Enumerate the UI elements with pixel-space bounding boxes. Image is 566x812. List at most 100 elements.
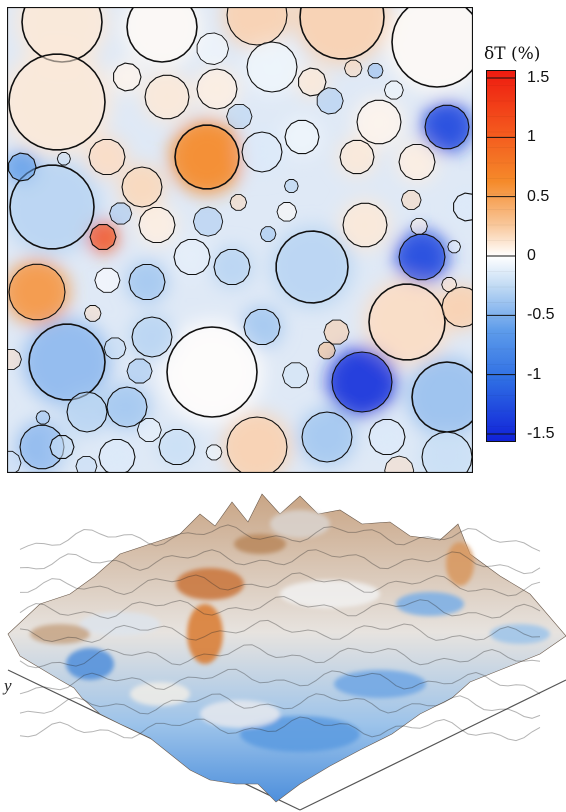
particle-outline: [356, 99, 402, 145]
particle-outline: [411, 361, 473, 433]
particle-outline: [21, 7, 103, 63]
particle-outline: [8, 53, 106, 151]
surface-axis-label: y: [4, 676, 12, 695]
particle-outline: [166, 326, 258, 418]
colorbar-title: δT (%): [484, 44, 541, 64]
particle-outline: [196, 68, 238, 110]
surface-bump: [30, 624, 90, 644]
particle-outline: [398, 143, 436, 181]
surface-ridge-line: [19, 572, 541, 597]
particle-outline: [226, 416, 288, 473]
particle-outlines: [7, 7, 473, 473]
particle-outline: [331, 351, 393, 413]
particle-outline: [66, 391, 108, 433]
surface-ridge-line: [19, 716, 541, 742]
particle-outline: [7, 450, 22, 473]
surface-bump: [490, 624, 550, 644]
particle-outline: [56, 152, 71, 166]
particle-outline: [398, 233, 446, 281]
colorbar: [486, 70, 516, 442]
surface-ridge-line: [19, 524, 541, 552]
particle-outline: [259, 226, 277, 242]
particle-outline: [196, 32, 229, 65]
particle-outline: [213, 248, 251, 286]
particle-outline: [128, 263, 166, 301]
particle-outline: [284, 179, 299, 194]
particle-outline: [126, 358, 153, 384]
particle-outline: [192, 206, 224, 237]
particle-outline: [205, 444, 223, 461]
particle-outline: [441, 286, 473, 328]
surface-bump: [240, 716, 360, 752]
particle-outline: [106, 386, 148, 428]
colorbar-frame: [486, 70, 516, 442]
particle-outline: [35, 410, 51, 425]
particle-outline: [98, 438, 136, 473]
surface-bump: [187, 604, 223, 664]
surface-ridge-line: [19, 549, 541, 575]
particle-outline: [410, 217, 428, 235]
particle-outline: [246, 41, 298, 93]
particle-outline: [367, 62, 384, 79]
particle-outline: [126, 7, 198, 63]
surface-axis-front-right: [299, 679, 566, 811]
surface-bump: [80, 612, 160, 636]
surface-bump: [234, 534, 286, 554]
particle-outline: [144, 74, 190, 120]
particle-outline: [136, 418, 162, 442]
particle-outline: [7, 348, 22, 370]
colorbar-tick-label: 1: [527, 128, 536, 146]
particle-outline: [109, 202, 133, 225]
surface-ridge-line: [19, 693, 541, 719]
colorbar-tick-label: -1: [527, 365, 542, 383]
particle-outline: [323, 319, 350, 345]
particle-outline: [368, 283, 446, 361]
particle-outline: [275, 230, 349, 304]
particle-outline: [368, 418, 406, 456]
particle-outline: [83, 305, 102, 322]
surface-bump: [270, 510, 330, 538]
particle-outline: [121, 166, 163, 208]
particle-outline: [241, 131, 283, 173]
particle-outline: [282, 362, 310, 389]
particle-outline: [447, 240, 461, 254]
particle-outline: [113, 62, 142, 92]
particle-outline: [317, 341, 336, 360]
particle-outline: [94, 267, 121, 293]
surface-ridge-line: [19, 644, 541, 669]
particle-outline: [342, 202, 388, 248]
particle-outline: [174, 124, 240, 190]
particle-outline: [103, 337, 127, 360]
surface-bump: [280, 580, 380, 608]
particle-outline: [8, 263, 66, 321]
surface-bump: [396, 592, 464, 616]
particle-outline: [173, 238, 211, 276]
particle-outline: [229, 194, 248, 211]
colorbar-tick-label: 0: [527, 247, 536, 264]
surface-bump: [200, 700, 280, 728]
surface-ridge-line: [19, 595, 541, 620]
particle-outline: [284, 119, 320, 155]
particle-outline: [158, 428, 196, 466]
particle-outline: [226, 103, 253, 130]
particle-outline: [138, 206, 176, 244]
particle-outline: [298, 67, 327, 97]
surface-bump: [176, 568, 244, 600]
surface-ridges: [19, 524, 541, 742]
particle-outline: [424, 104, 470, 150]
particle-outline: [344, 59, 363, 78]
particle-outline: [75, 455, 98, 473]
particle-outline: [391, 7, 473, 88]
surface-ridge-line: [19, 619, 541, 643]
particle-outline: [316, 87, 344, 115]
particle-outline: [131, 316, 173, 358]
particle-outline: [339, 139, 375, 175]
particle-outline: [28, 323, 106, 401]
surface-bump: [130, 682, 190, 706]
colorbar-tick-label: -1.5: [527, 425, 555, 442]
particle-outline: [8, 152, 37, 182]
surface-ridge-line: [19, 668, 541, 695]
particle-outline: [453, 192, 473, 222]
particle-outline: [421, 431, 473, 473]
particle-outline: [384, 455, 415, 473]
